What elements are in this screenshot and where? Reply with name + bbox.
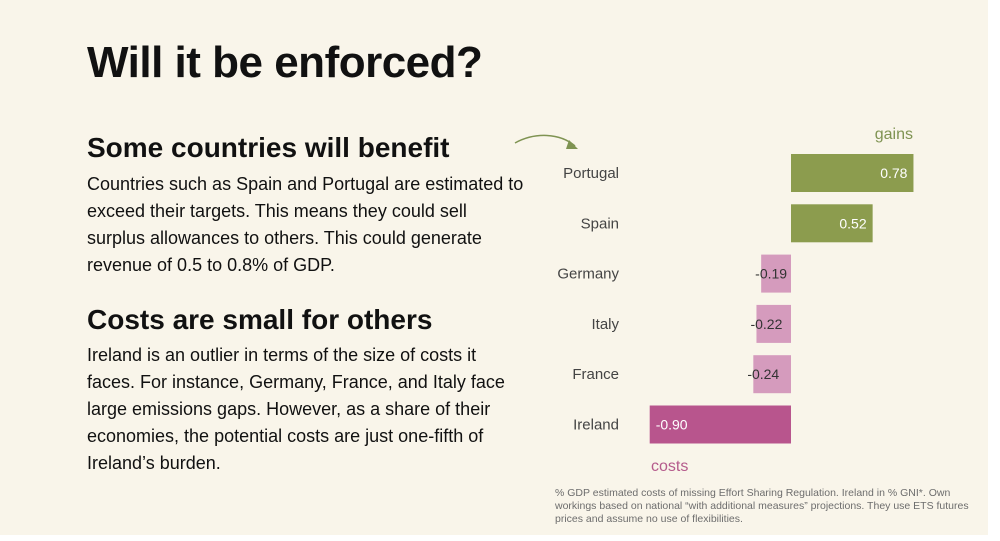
gains-annotation: gains <box>875 126 913 143</box>
section-heading-costs: Costs are small for others <box>87 304 433 335</box>
value-label: -0.22 <box>750 316 782 332</box>
value-label: -0.24 <box>747 366 779 382</box>
window-bottom-edge <box>0 535 1000 541</box>
category-label: Portugal <box>563 165 619 182</box>
value-label: 0.52 <box>839 215 866 231</box>
costs-annotation: costs <box>651 458 688 475</box>
category-label: France <box>572 366 619 383</box>
section-text-benefit: Countries such as Spain and Portugal are… <box>87 174 524 275</box>
bar-spain <box>791 204 873 243</box>
window-edge <box>988 0 1000 541</box>
category-label: Spain <box>581 215 619 232</box>
category-label: Italy <box>591 316 619 333</box>
slide: Will it be enforced? Some countries will… <box>0 0 988 535</box>
value-label: -0.19 <box>755 266 787 282</box>
value-label: 0.78 <box>880 165 907 181</box>
section-heading-benefit: Some countries will benefit <box>87 132 450 163</box>
arrow-icon <box>514 134 576 147</box>
bar-ireland <box>649 405 791 444</box>
section-text-costs: Ireland is an outlier in terms of the si… <box>87 345 505 473</box>
category-label: Ireland <box>573 417 619 434</box>
category-label: Germany <box>557 266 619 283</box>
bar-italy <box>756 304 791 343</box>
slide-title: Will it be enforced? <box>87 38 483 87</box>
value-label: -0.90 <box>656 417 688 433</box>
chart-footnote: % GDP estimated costs of missing Effort … <box>555 487 969 525</box>
bar-portugal <box>791 154 914 192</box>
bar-france <box>753 355 791 394</box>
bar-germany <box>761 254 791 293</box>
arrow-head-icon <box>566 140 578 149</box>
